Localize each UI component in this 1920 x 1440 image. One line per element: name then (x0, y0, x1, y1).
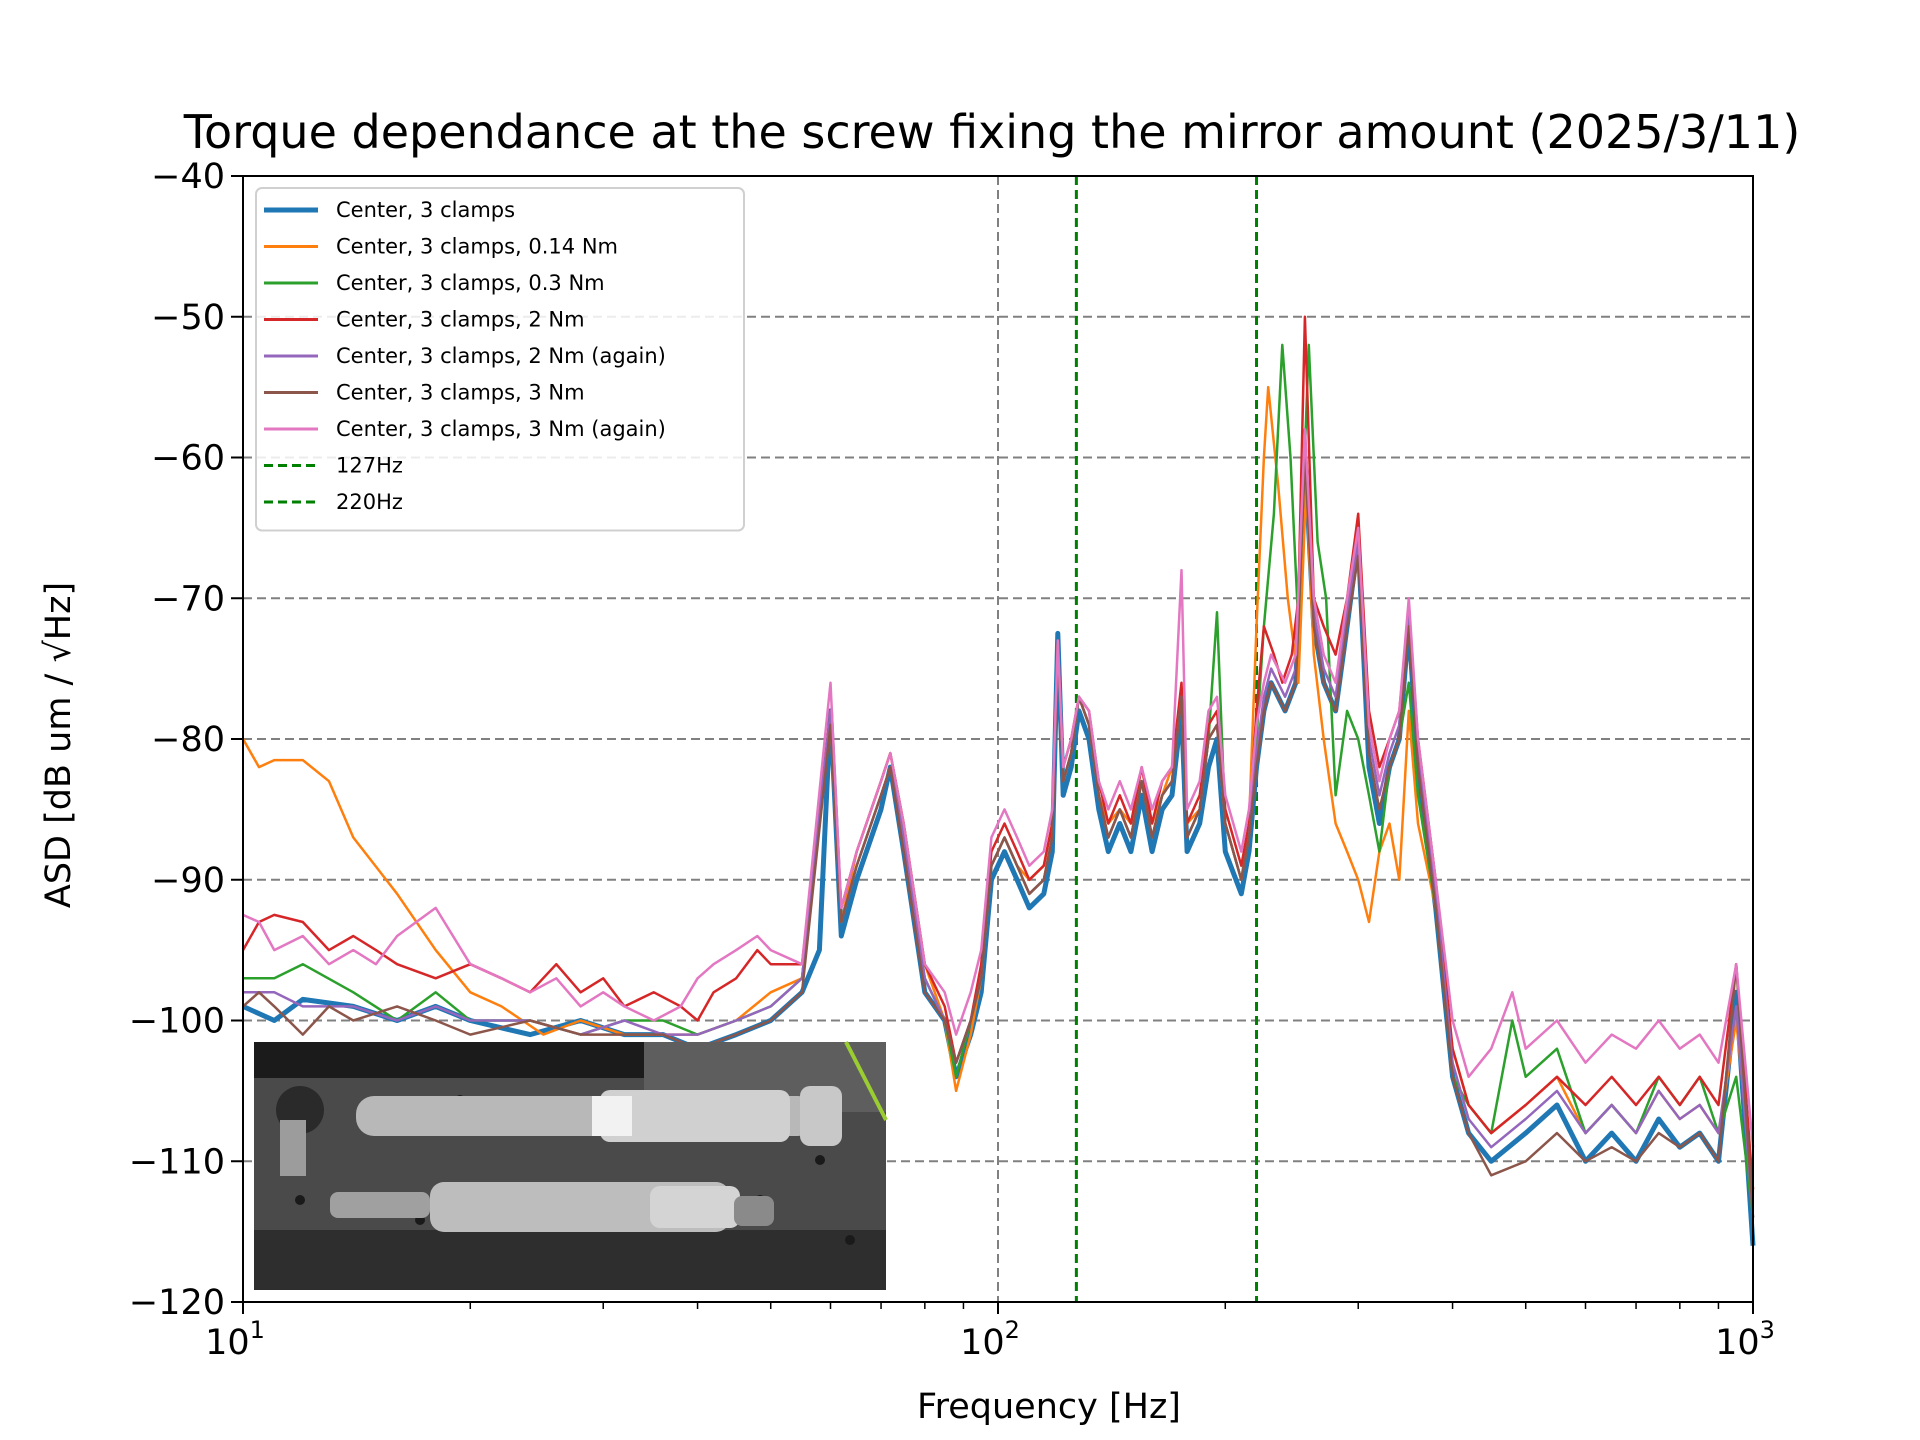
y-tick-label: −110 (129, 1142, 225, 1182)
y-tick-label: −120 (129, 1283, 225, 1323)
x-tick-label: 102 (960, 1316, 1020, 1363)
y-axis-label: ASD [dB um / √Hz] (39, 582, 79, 908)
legend-label: 220Hz (336, 490, 403, 514)
y-tick-label: −50 (151, 298, 225, 338)
series-line-7 (242, 428, 1755, 1148)
y-tick-label: −100 (129, 1002, 225, 1042)
series-line-6 (242, 456, 1755, 1218)
legend: Center, 3 clamps Center, 3 clamps, 0.14 N… (255, 187, 745, 532)
y-axis-ticks: −40 −50 −60 −70 −80 −90 −100 −110 −120 (129, 157, 225, 1323)
y-tick-label: −70 (151, 579, 225, 619)
y-tick-label: −80 (151, 720, 225, 760)
x-axis-ticks: 101 102 103 (205, 1316, 1775, 1363)
legend-label: Center, 3 clamps (336, 198, 515, 222)
legend-box (255, 187, 745, 532)
legend-label: Center, 3 clamps, 2 Nm (again) (336, 344, 666, 368)
grid-lines (243, 176, 1753, 1302)
x-tick-label: 103 (1715, 1316, 1775, 1363)
torque-wrench-photo (254, 1041, 888, 1290)
y-tick-label: −90 (151, 861, 225, 901)
legend-label: Center, 3 clamps, 3 Nm (336, 381, 585, 405)
y-tick-label: −40 (151, 157, 225, 197)
legend-label: Center, 3 clamps, 2 Nm (336, 308, 585, 332)
series-lines (241, 315, 1756, 1246)
chart-title: Torque dependance at the screw fixing th… (183, 105, 1801, 159)
legend-label: 127Hz (336, 454, 403, 478)
axes-frame (231, 175, 1754, 1314)
x-axis-label: Frequency [Hz] (917, 1387, 1181, 1427)
x-tick-label: 101 (205, 1316, 265, 1363)
legend-label: Center, 3 clamps, 0.3 Nm (336, 271, 605, 295)
legend-label: Center, 3 clamps, 0.14 Nm (336, 235, 618, 259)
legend-label: Center, 3 clamps, 3 Nm (again) (336, 417, 666, 441)
y-tick-label: −60 (151, 439, 225, 479)
